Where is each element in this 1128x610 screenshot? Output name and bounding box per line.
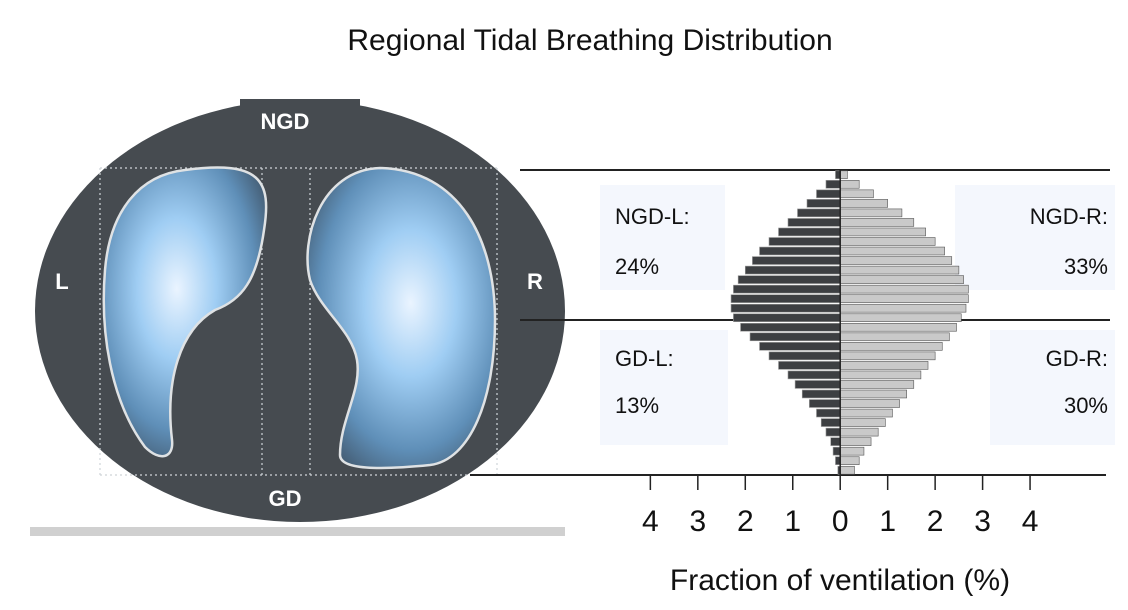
bar — [839, 294, 969, 303]
x-axis-label: Fraction of ventilation (%) — [670, 564, 1010, 597]
right-lung — [306, 166, 497, 470]
bar — [832, 446, 841, 456]
quadrant-label: GD-R: — [1046, 346, 1108, 371]
shadow — [30, 527, 565, 536]
bar — [830, 437, 841, 446]
bar — [839, 265, 960, 275]
quadrant-value: 30% — [1064, 393, 1108, 418]
bar — [759, 246, 841, 256]
x-tick-label: 4 — [642, 505, 659, 538]
x-tick-label: 1 — [784, 505, 801, 538]
bar — [839, 256, 953, 265]
bar — [749, 332, 841, 342]
bar — [740, 322, 841, 332]
bar — [730, 303, 841, 313]
quadrant-label: GD-L: — [615, 346, 674, 371]
bar — [797, 208, 841, 218]
bar — [768, 351, 841, 361]
bar — [839, 218, 915, 227]
bar — [801, 389, 841, 399]
bar — [839, 456, 860, 465]
quadrant-value: 33% — [1064, 254, 1108, 279]
bar — [733, 313, 841, 322]
bar — [759, 342, 841, 351]
bar — [839, 380, 915, 389]
bar — [816, 189, 841, 199]
bar — [839, 389, 907, 399]
bar — [787, 218, 841, 227]
title: Regional Tidal Breathing Distribution — [347, 24, 832, 57]
bar — [839, 370, 922, 380]
bar — [839, 199, 888, 208]
eit-image: NGD L R GD — [30, 99, 565, 536]
bar — [825, 427, 841, 437]
x-tick-label: 1 — [879, 505, 896, 538]
thorax-top — [240, 99, 360, 119]
bar — [778, 361, 841, 370]
bar — [839, 189, 874, 199]
quadrant-boxes — [600, 185, 1115, 445]
quadrant-value: 13% — [615, 393, 659, 418]
bar — [809, 399, 841, 408]
bar — [839, 237, 936, 246]
bar — [839, 437, 872, 446]
image-label: L — [55, 269, 68, 294]
bar — [839, 170, 848, 180]
bar — [839, 180, 860, 189]
x-tick-label: 4 — [1022, 505, 1039, 538]
bar — [839, 208, 903, 218]
bar — [839, 303, 967, 313]
quadrant-value: 24% — [615, 254, 659, 279]
image-label: GD — [269, 486, 302, 511]
bar — [730, 294, 841, 303]
x-tick-label: 2 — [737, 505, 754, 538]
bar — [778, 227, 841, 237]
x-tick-label: 2 — [927, 505, 944, 538]
x-tick-label: 3 — [689, 505, 706, 538]
bar — [839, 246, 945, 256]
bar — [839, 332, 950, 342]
x-tick-label: 0 — [832, 505, 849, 538]
bar — [839, 418, 886, 427]
bar — [744, 265, 841, 275]
bar — [733, 284, 841, 294]
bar — [839, 275, 964, 284]
bar — [752, 256, 841, 265]
bar — [825, 180, 841, 189]
bar — [839, 408, 893, 418]
bar — [737, 275, 841, 284]
quadrant-label: NGD-R: — [1030, 204, 1108, 229]
bar — [839, 342, 943, 351]
image-label: NGD — [261, 109, 310, 134]
x-tick-label: 3 — [974, 505, 991, 538]
bar — [816, 408, 841, 418]
image-label: R — [527, 269, 543, 294]
bar — [820, 418, 841, 427]
bar — [839, 446, 865, 456]
quadrant-label: NGD-L: — [615, 204, 690, 229]
bar — [839, 284, 969, 294]
bar — [839, 313, 962, 322]
bar — [839, 361, 929, 370]
bar — [839, 351, 936, 361]
bar — [768, 237, 841, 246]
bar — [787, 370, 841, 380]
bar — [839, 322, 957, 332]
bar — [839, 427, 879, 437]
bar — [806, 199, 841, 208]
bar — [839, 227, 926, 237]
left-lung — [102, 166, 268, 458]
bar — [839, 399, 900, 408]
bar — [839, 465, 855, 475]
bar — [794, 380, 841, 389]
